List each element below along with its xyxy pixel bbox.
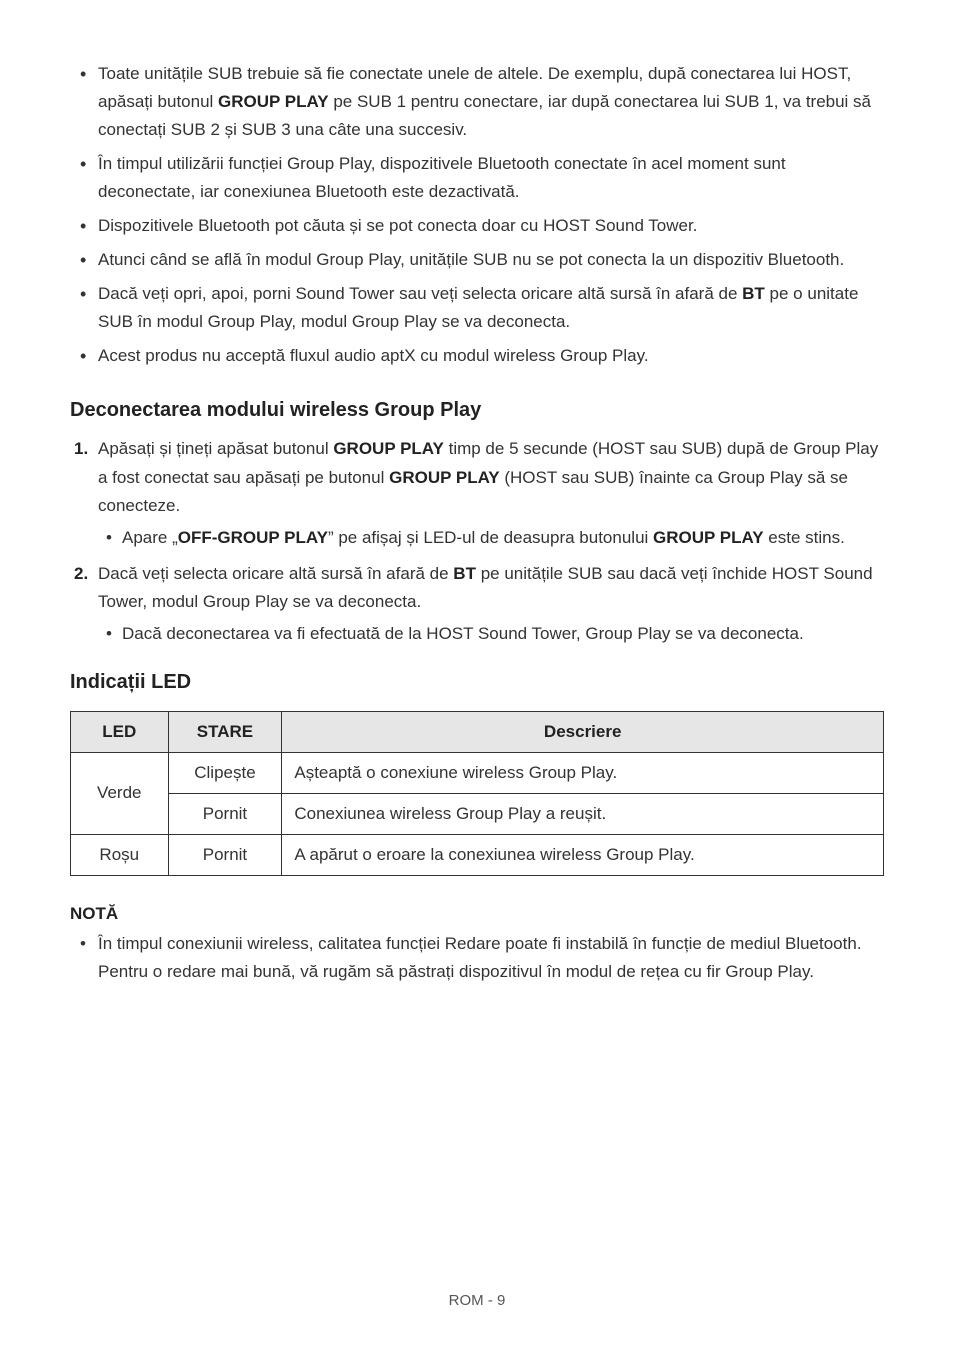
table-header-desc: Descriere — [282, 711, 884, 752]
table-header-led: LED — [71, 711, 169, 752]
section-heading-led: Indicații LED — [70, 666, 884, 699]
text: În timpul conexiunii wireless, calitatea… — [98, 934, 862, 953]
note-heading: NOTĂ — [70, 900, 884, 928]
cell-led: Roșu — [71, 834, 169, 875]
bold-text: GROUP PLAY — [389, 468, 500, 487]
text: este stins. — [764, 528, 845, 547]
bold-text: GROUP PLAY — [653, 528, 764, 547]
disconnect-steps-list: 1. Apăsați și țineți apăsat butonul GROU… — [70, 435, 884, 647]
table-row: Verde Clipește Așteaptă o conexiune wire… — [71, 752, 884, 793]
text: În timpul utilizării funcției Group Play… — [98, 154, 786, 201]
table-row: Pornit Conexiunea wireless Group Play a … — [71, 793, 884, 834]
bold-text: BT — [453, 564, 476, 583]
intro-bullet-list: Toate unitățile SUB trebuie să fie conec… — [70, 60, 884, 370]
bold-text: GROUP PLAY — [333, 439, 444, 458]
text: Dacă deconectarea va fi efectuată de la … — [122, 624, 804, 643]
cell-desc: A apărut o eroare la conexiunea wireless… — [282, 834, 884, 875]
section-heading-disconnect: Deconectarea modului wireless Group Play — [70, 394, 884, 427]
cell-state: Clipește — [168, 752, 282, 793]
cell-state: Pornit — [168, 834, 282, 875]
text: Pentru o redare mai bună, vă rugăm să pă… — [98, 962, 814, 981]
list-item: În timpul conexiunii wireless, calitatea… — [98, 930, 884, 986]
led-table: LED STARE Descriere Verde Clipește Aștea… — [70, 711, 884, 876]
text: Acest produs nu acceptă fluxul audio apt… — [98, 346, 649, 365]
cell-desc: Conexiunea wireless Group Play a reușit. — [282, 793, 884, 834]
bold-text: BT — [742, 284, 765, 303]
list-item: Toate unitățile SUB trebuie să fie conec… — [98, 60, 884, 144]
note-list: În timpul conexiunii wireless, calitatea… — [70, 930, 884, 986]
list-item: Atunci când se află în modul Group Play,… — [98, 246, 884, 274]
step-number: 2. — [74, 560, 88, 588]
cell-led: Verde — [71, 752, 169, 834]
list-item: 2. Dacă veți selecta oricare altă sursă … — [98, 560, 884, 648]
text: Dacă veți opri, apoi, porni Sound Tower … — [98, 284, 742, 303]
list-item: Apare „OFF-GROUP PLAY” pe afișaj și LED-… — [122, 524, 884, 552]
list-item: Dispozitivele Bluetooth pot căuta și se … — [98, 212, 884, 240]
cell-desc: Așteaptă o conexiune wireless Group Play… — [282, 752, 884, 793]
table-header-state: STARE — [168, 711, 282, 752]
list-item: Acest produs nu acceptă fluxul audio apt… — [98, 342, 884, 370]
list-item: În timpul utilizării funcției Group Play… — [98, 150, 884, 206]
table-row: Roșu Pornit A apărut o eroare la conexiu… — [71, 834, 884, 875]
text: Atunci când se află în modul Group Play,… — [98, 250, 844, 269]
text: Apare „ — [122, 528, 178, 547]
step-number: 1. — [74, 435, 88, 463]
list-item: 1. Apăsați și țineți apăsat butonul GROU… — [98, 435, 884, 551]
text: Dispozitivele Bluetooth pot căuta și se … — [98, 216, 697, 235]
cell-state: Pornit — [168, 793, 282, 834]
bold-text: OFF-GROUP PLAY — [178, 528, 328, 547]
text: Dacă veți selecta oricare altă sursă în … — [98, 564, 453, 583]
text: ” pe afișaj și LED-ul de deasupra butonu… — [328, 528, 653, 547]
text: Apăsați și țineți apăsat butonul — [98, 439, 333, 458]
page-number: ROM - 9 — [0, 1289, 954, 1314]
bold-text: GROUP PLAY — [218, 92, 329, 111]
list-item: Dacă veți opri, apoi, porni Sound Tower … — [98, 280, 884, 336]
sub-bullet-list: Apare „OFF-GROUP PLAY” pe afișaj și LED-… — [98, 524, 884, 552]
table-header-row: LED STARE Descriere — [71, 711, 884, 752]
list-item: Dacă deconectarea va fi efectuată de la … — [122, 620, 884, 648]
sub-bullet-list: Dacă deconectarea va fi efectuată de la … — [98, 620, 884, 648]
